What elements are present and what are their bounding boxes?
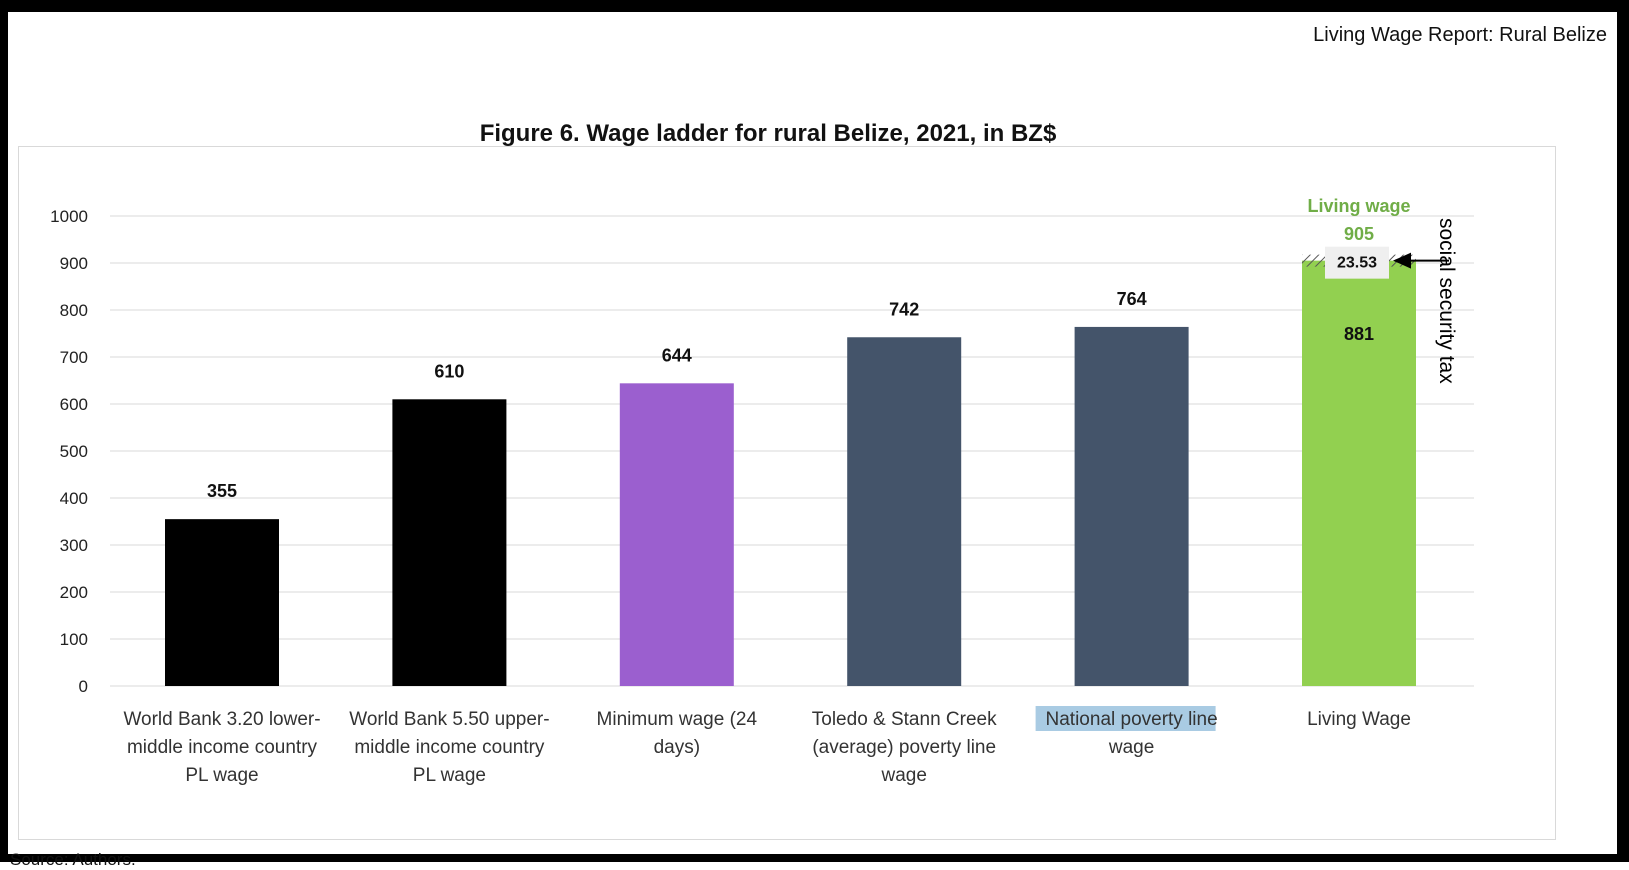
- wage-ladder-chart: 0 100 200 300 400 500 600 700 800 900 1000 355 610 64…: [50, 196, 1474, 786]
- living-wage-total-label: 905: [1344, 224, 1374, 244]
- y-tick-label: 400: [60, 489, 88, 508]
- y-tick-label: 600: [60, 395, 88, 414]
- tax-label-box: [1325, 246, 1389, 279]
- y-tick-label: 100: [60, 630, 88, 649]
- x-category-label: wage: [1108, 737, 1154, 758]
- x-category-label: wage: [880, 765, 926, 786]
- x-category-label: days): [654, 737, 700, 758]
- bar: [619, 383, 734, 686]
- y-tick-label: 300: [60, 536, 88, 555]
- x-category-label: middle income country: [127, 737, 318, 758]
- x-category-label: World Bank 5.50 upper-: [349, 709, 549, 730]
- x-category-label: (average) poverty line: [812, 737, 996, 758]
- y-tick-label: 200: [60, 583, 88, 602]
- bar: [392, 399, 507, 686]
- y-tick-label: 900: [60, 254, 88, 273]
- y-tick-label: 1000: [50, 207, 88, 226]
- x-category-label: Minimum wage (24: [597, 709, 758, 730]
- x-category-label: middle income country: [354, 737, 545, 758]
- chart-frame: [18, 146, 1556, 840]
- x-category-label: World Bank 3.20 lower-: [123, 709, 320, 730]
- y-tick-label: 500: [60, 442, 88, 461]
- y-tick-label: 0: [79, 677, 88, 696]
- bar: [165, 519, 279, 686]
- source-note: Source: Authors.: [10, 850, 136, 869]
- x-category-label: National poverty line: [1046, 709, 1218, 730]
- bar: [1302, 260, 1416, 686]
- data-label: 355: [207, 481, 237, 501]
- bar: [1074, 326, 1189, 686]
- x-category-label: PL wage: [413, 765, 486, 786]
- y-tick-label: 700: [60, 348, 88, 367]
- text-highlight: [1035, 706, 1216, 731]
- y-tick-label: 800: [60, 301, 88, 320]
- living-wage-label: Living wage: [1307, 196, 1410, 216]
- bar: [847, 337, 962, 686]
- data-label: 764: [1117, 289, 1147, 309]
- x-category-label: PL wage: [185, 765, 258, 786]
- data-label: 644: [662, 345, 692, 365]
- social-security-tax-label: social security tax: [1435, 218, 1458, 384]
- chart-title: Figure 6. Wage ladder for rural Belize, …: [479, 120, 1057, 147]
- x-category-label: Toledo & Stann Creek: [812, 709, 997, 730]
- report-header: Living Wage Report: Rural Belize: [1313, 24, 1607, 46]
- tax-value-label: 23.53: [1337, 255, 1377, 272]
- data-label: 610: [434, 361, 464, 381]
- data-label: 742: [889, 299, 919, 319]
- data-label: 881: [1344, 324, 1374, 344]
- x-category-label: Living Wage: [1307, 709, 1411, 730]
